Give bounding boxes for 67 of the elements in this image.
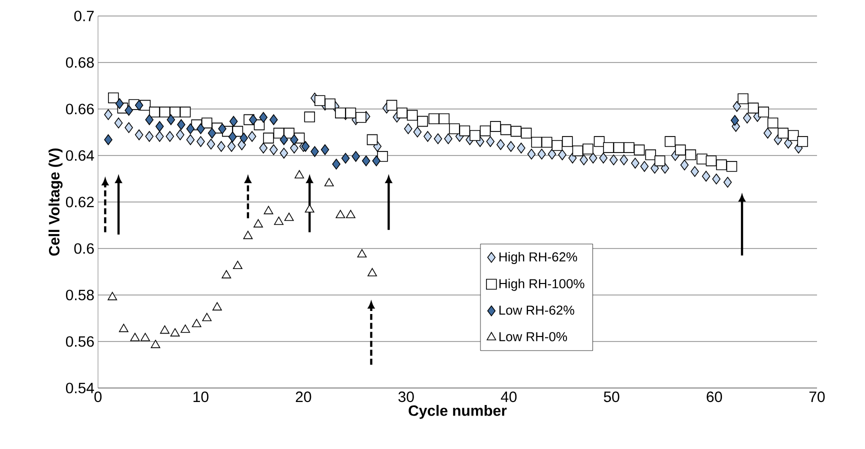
- point: [357, 249, 367, 258]
- point: [362, 155, 370, 166]
- point: [108, 292, 118, 300]
- point: [320, 144, 330, 156]
- y-tick-label: 0.66: [66, 104, 94, 114]
- point: [304, 204, 314, 213]
- y-tick-label: 0.56: [66, 336, 94, 347]
- point: [310, 146, 319, 157]
- point: [192, 318, 202, 328]
- x-tick-label: 10: [194, 392, 208, 402]
- point: [264, 206, 274, 214]
- point: [294, 170, 304, 178]
- y-axis-title: Cell Voltage (V): [48, 148, 63, 256]
- y-tick-label: 0.6: [74, 243, 94, 254]
- point: [336, 210, 346, 218]
- x-tick-label: 50: [604, 392, 620, 402]
- legend-label: High RH-100%: [499, 278, 584, 291]
- point: [274, 216, 284, 225]
- point: [280, 134, 288, 146]
- point: [180, 324, 190, 333]
- point: [324, 178, 334, 186]
- point: [186, 123, 195, 134]
- legend-label: High RH-62%: [499, 252, 578, 264]
- point: [228, 132, 237, 142]
- point: [341, 152, 350, 164]
- point: [155, 121, 164, 132]
- y-tick-label: 0.68: [66, 57, 94, 68]
- point: [104, 134, 112, 146]
- y-tick-label: 0.7: [74, 10, 94, 22]
- x-tick-label: 60: [706, 392, 722, 402]
- point: [140, 332, 150, 342]
- point: [202, 312, 212, 322]
- point: [170, 328, 180, 336]
- point: [177, 119, 186, 130]
- y-tick-label: 0.62: [66, 196, 94, 208]
- x-tick-label: 20: [296, 392, 312, 402]
- point: [150, 340, 160, 348]
- point: [346, 210, 356, 218]
- point: [212, 302, 222, 310]
- point: [372, 155, 380, 166]
- point: [368, 268, 377, 276]
- point: [118, 324, 128, 332]
- y-tick-label: 0.64: [66, 150, 94, 161]
- point: [284, 212, 294, 221]
- point: [332, 158, 340, 170]
- legend-label: Low RH-0%: [499, 332, 568, 342]
- point: [259, 112, 268, 123]
- point: [166, 114, 176, 126]
- y-tick-label: 0.54: [66, 382, 94, 394]
- point: [222, 270, 232, 278]
- x-tick-label: 0: [94, 392, 102, 402]
- point: [145, 114, 154, 126]
- x-axis-title: Cycle number: [408, 404, 507, 419]
- point: [243, 230, 253, 240]
- point: [232, 260, 242, 270]
- point: [229, 116, 238, 127]
- point: [270, 114, 278, 126]
- point: [160, 325, 170, 334]
- point: [254, 219, 263, 228]
- point: [208, 128, 216, 139]
- point: [352, 151, 360, 162]
- y-tick-label: 0.58: [66, 290, 94, 300]
- x-tick-label: 40: [500, 392, 517, 402]
- point: [130, 332, 140, 342]
- legend-label: Low RH-62%: [499, 306, 574, 315]
- x-tick-label: 70: [809, 392, 825, 402]
- x-tick-label: 30: [398, 392, 414, 402]
